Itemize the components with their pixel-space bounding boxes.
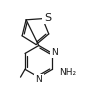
Text: NH₂: NH₂ [59,68,76,77]
Text: N: N [35,75,42,84]
Text: S: S [44,13,51,23]
Text: N: N [51,48,58,57]
